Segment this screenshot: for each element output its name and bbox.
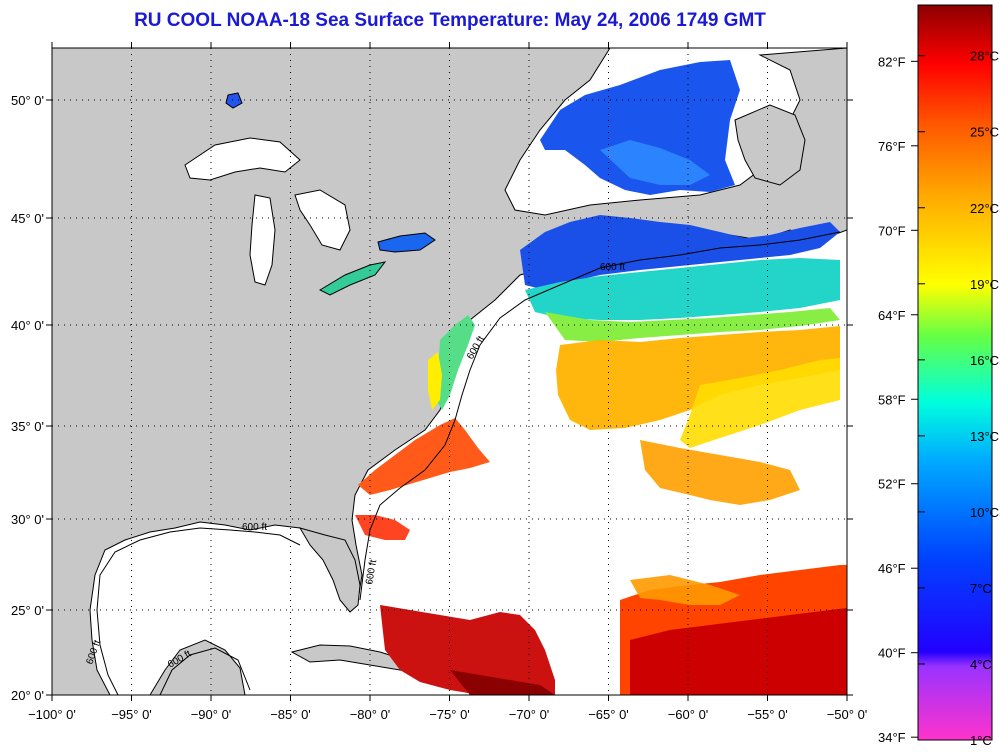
colorbar-celsius-label: 16°C [970, 353, 999, 368]
latitude-axis: 20° 0' 25° 0' 30° 0' 35° 0' 40° 0' 45° 0' 50° … [11, 93, 853, 703]
latitude-tick-label: 45° 0' [11, 211, 44, 226]
sst-southeast-red [630, 608, 847, 695]
latitude-tick-label: 40° 0' [11, 318, 44, 333]
map-content: 600 ft 600 ft 600 ft 600 ft 600 ft 600 f… [52, 48, 847, 695]
land-yucatan [149, 639, 246, 695]
longitude-tick-label: −50° 0' [827, 707, 868, 722]
sst-south-atlantic-bight [355, 515, 410, 540]
colorbar-celsius-labels: 28°C 25°C 22°C 19°C 16°C 13°C 10°C 7°C 4°C 1°C [918, 49, 999, 748]
sst-shelf-slope-cyan [525, 258, 840, 320]
longitude-axis: −100° 0' −95° 0' −90° 0' −85° 0' −80° 0' −75°… [28, 42, 867, 722]
graticule [52, 48, 847, 695]
colorbar-celsius-label: 13°C [970, 429, 999, 444]
colorbar-celsius-label: 10°C [970, 505, 999, 520]
isobath-label: 600 ft [242, 522, 267, 533]
sst-green-band [545, 308, 840, 342]
colorbar-celsius-label: 7°C [970, 581, 992, 596]
colorbar-fahrenheit-label: 70°F [878, 223, 906, 238]
latitude-tick-label: 30° 0' [11, 512, 44, 527]
isobath-600ft-gulf [96, 527, 301, 695]
colorbar-celsius-label: 22°C [970, 201, 999, 216]
colorbar-fahrenheit-label: 34°F [878, 730, 906, 745]
longitude-tick-label: −75° 0' [429, 707, 470, 722]
colorbar-fahrenheit-labels: 82°F 76°F 70°F 64°F 58°F 52°F 46°F 40°F 34°F [878, 54, 918, 745]
latitude-tick-label: 35° 0' [11, 419, 44, 434]
sst-chesapeake-yellow [428, 352, 442, 410]
longitude-tick-label: −60° 0' [668, 707, 709, 722]
colorbar-celsius-label: 1°C [970, 733, 992, 748]
longitude-tick-label: −70° 0' [509, 707, 550, 722]
longitude-tick-label: −85° 0' [270, 707, 311, 722]
lake-erie [318, 261, 387, 296]
colorbar-celsius-label: 4°C [970, 657, 992, 672]
colorbar-fahrenheit-label: 58°F [878, 392, 906, 407]
isobath-label: 600 ft [600, 262, 625, 273]
colorbar-celsius-label: 28°C [970, 49, 999, 64]
sst-mid-atlantic-shelf [436, 315, 475, 410]
colorbar-fahrenheit-label: 82°F [878, 54, 906, 69]
longitude-tick-label: −90° 0' [191, 707, 232, 722]
lake-ontario [377, 232, 436, 253]
lake-nipigon [225, 92, 243, 109]
sst-gulf-stream-patch-1 [556, 326, 840, 430]
lake-huron [294, 189, 351, 251]
sst-caribbean-red [380, 605, 555, 695]
isobath-600ft-atlantic [359, 231, 841, 601]
sst-caribbean-dark [450, 670, 555, 695]
isobath-600ft-yucatan [159, 647, 251, 695]
sst-gulf-of-maine [520, 215, 840, 290]
longitude-tick-label: −55° 0' [747, 707, 788, 722]
colorbar [917, 4, 993, 741]
colorbar-celsius-label: 19°C [970, 277, 999, 292]
longitude-tick-label: −95° 0' [111, 707, 152, 722]
latitude-tick-label: 50° 0' [11, 93, 44, 108]
latitude-tick-label: 20° 0' [11, 688, 44, 703]
colorbar-fahrenheit-label: 40°F [878, 646, 906, 661]
colorbar-fahrenheit-label: 52°F [878, 477, 906, 492]
sst-gulf-st-lawrence-lighter [600, 140, 710, 185]
longitude-tick-label: −100° 0' [28, 707, 76, 722]
lake-superior [184, 137, 301, 181]
isobath-label: 600 ft [364, 559, 379, 586]
map-title: RU COOL NOAA-18 Sea Surface Temperature:… [134, 10, 766, 31]
sst-southeast-orange-top [630, 575, 740, 605]
longitude-tick-label: −80° 0' [350, 707, 391, 722]
colorbar-fahrenheit-label: 76°F [878, 139, 906, 154]
colorbar-fahrenheit-label: 46°F [878, 561, 906, 576]
colorbar-celsius-label: 25°C [970, 125, 999, 140]
sst-gulf-stream-yellow [680, 358, 840, 448]
sst-sargasso-orange [640, 440, 800, 505]
land-florida [298, 527, 361, 613]
longitude-tick-label: −65° 0' [588, 707, 629, 722]
colorbar-fahrenheit-label: 64°F [878, 308, 906, 323]
latitude-tick-label: 25° 0' [11, 603, 44, 618]
sst-cape-hatteras-warm [358, 418, 490, 495]
land-newfoundland [734, 104, 806, 186]
